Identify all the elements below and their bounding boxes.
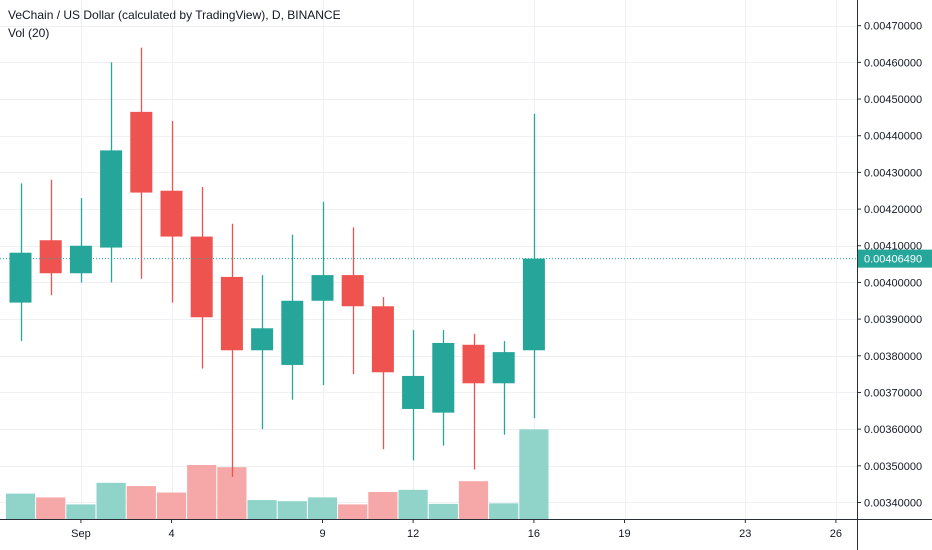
price-tick-label-1: 0.00350000	[864, 461, 922, 473]
candle-body-1	[39, 240, 62, 274]
volume-bar-0	[5, 493, 36, 519]
volume-bar-4	[126, 486, 156, 519]
volume-bar-10	[307, 497, 338, 519]
candle-body-10	[311, 275, 334, 301]
volume-indicator-label[interactable]: Vol (20)	[8, 26, 50, 40]
volume-bar-15	[458, 481, 489, 519]
grid-lines	[0, 0, 857, 519]
volume-bar-2	[66, 504, 96, 519]
candle-body-15	[462, 344, 485, 384]
candle-body-17	[522, 258, 545, 351]
volume-bars	[5, 429, 549, 519]
candle-body-8	[251, 328, 274, 351]
last-price-value: 0.00406490	[864, 254, 922, 266]
volume-bar-11	[338, 504, 368, 519]
price-tick-label-9: 0.00430000	[864, 167, 922, 179]
candle-body-9	[281, 300, 304, 365]
price-tick-label-5: 0.00390000	[864, 314, 922, 326]
candle-body-0	[9, 252, 32, 303]
time-tick-label-0: Sep	[71, 528, 91, 540]
candle-body-7	[220, 276, 243, 351]
candle-body-2	[69, 245, 92, 274]
last-price-badge-bg	[858, 249, 932, 268]
volume-bar-12	[368, 492, 398, 519]
symbol-title: VeChain / US Dollar (calculated by Tradi…	[8, 8, 341, 22]
volume-bar-3	[96, 482, 126, 519]
last-price-badge: 0.00406490	[858, 249, 932, 268]
price-tick-label-11: 0.00450000	[864, 94, 922, 106]
price-tick-label-6: 0.00400000	[864, 277, 922, 289]
candle-body-4	[130, 111, 153, 193]
price-tick-label-2: 0.00360000	[864, 424, 922, 436]
candle-body-12	[371, 306, 394, 373]
chart-header: VeChain / US Dollar (calculated by Tradi…	[8, 6, 341, 42]
price-tick-label-13: 0.00470000	[864, 21, 922, 33]
candle-body-5	[160, 190, 183, 237]
time-tick-label-2: 9	[319, 528, 325, 540]
candle-body-6	[190, 236, 213, 318]
price-axis[interactable]: 0.00340000 0.00350000 0.00360000 0.00370000…	[857, 21, 922, 510]
time-tick-label-3: 12	[407, 528, 419, 540]
time-tick-label-4: 16	[528, 528, 540, 540]
candle-body-13	[402, 375, 425, 409]
price-tick-label-0: 0.00340000	[864, 497, 922, 509]
volume-bar-16	[489, 503, 519, 519]
candle-body-11	[341, 275, 364, 307]
time-tick-label-6: 23	[739, 528, 751, 540]
volume-bar-5	[156, 492, 187, 519]
volume-bar-14	[428, 503, 458, 519]
time-tick-label-5: 19	[618, 528, 630, 540]
time-axis[interactable]: Sep 4 9 12 16 19 23 26	[71, 519, 842, 540]
candles	[9, 47, 545, 477]
candle-body-3	[100, 150, 123, 248]
price-tick-label-12: 0.00460000	[864, 57, 922, 69]
candle-body-14	[432, 342, 455, 413]
volume-bar-1	[36, 497, 66, 519]
price-tick-label-4: 0.00380000	[864, 351, 922, 363]
candle-body-16	[492, 352, 515, 384]
price-tick-label-8: 0.00420000	[864, 204, 922, 216]
volume-bar-8	[247, 500, 277, 519]
time-tick-label-1: 4	[168, 528, 174, 540]
price-tick-label-3: 0.00370000	[864, 387, 922, 399]
price-tick-label-10: 0.00440000	[864, 131, 922, 143]
volume-bar-13	[398, 489, 428, 519]
time-tick-label-7: 26	[830, 528, 842, 540]
volume-bar-9	[277, 501, 307, 519]
volume-bar-6	[187, 465, 217, 519]
volume-bar-17	[519, 429, 549, 519]
